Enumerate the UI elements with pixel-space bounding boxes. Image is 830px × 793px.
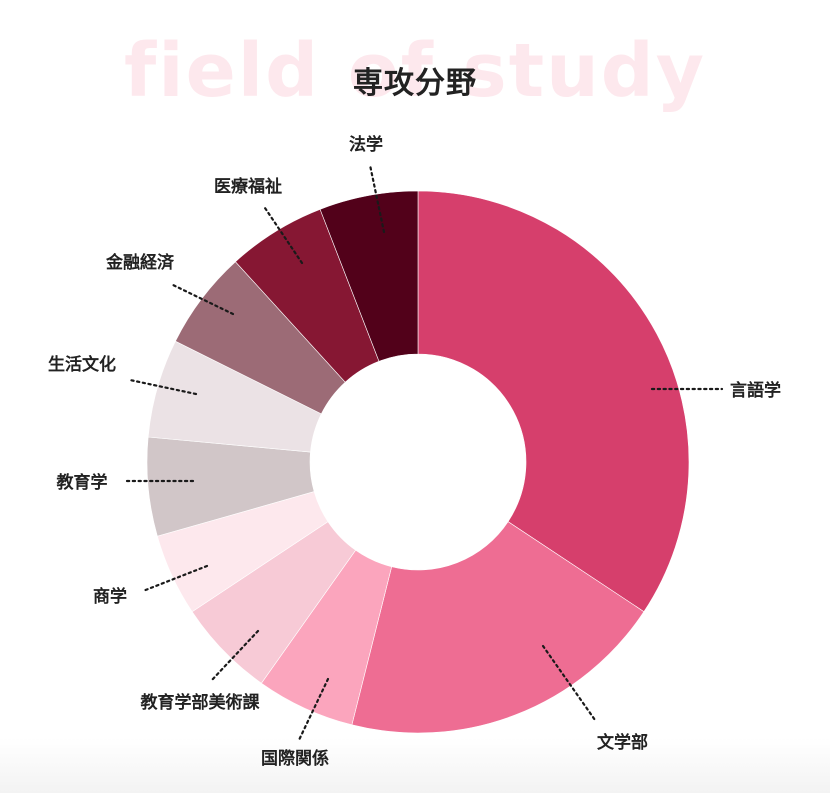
leader-line — [171, 283, 235, 316]
category-label: 文学部 — [597, 732, 648, 753]
category-label: 言語学 — [730, 380, 781, 401]
watermark-text: field of study — [124, 28, 706, 114]
category-label: 教育学部美術課 — [140, 692, 261, 713]
category-label: 国際関係 — [261, 748, 329, 769]
category-label: 医療福祉 — [214, 176, 282, 197]
leader-line — [368, 163, 386, 234]
slices-group — [146, 190, 690, 734]
leaders-group — [122, 163, 724, 742]
leader-line — [141, 564, 209, 593]
donut-slice — [351, 521, 645, 734]
leader-line — [209, 629, 260, 683]
leader-line — [128, 378, 198, 396]
donut-slice — [417, 190, 690, 613]
category-label: 商学 — [93, 586, 127, 607]
category-label: 生活文化 — [48, 354, 116, 375]
leader-line — [297, 677, 330, 742]
category-label: 金融経済 — [105, 252, 175, 273]
chart-title: 専攻分野 — [353, 66, 477, 101]
category-label: 法学 — [349, 134, 383, 155]
leader-line — [541, 644, 597, 722]
leader-line — [263, 206, 304, 265]
category-label: 教育学 — [56, 472, 108, 493]
donut-slice — [319, 190, 419, 362]
